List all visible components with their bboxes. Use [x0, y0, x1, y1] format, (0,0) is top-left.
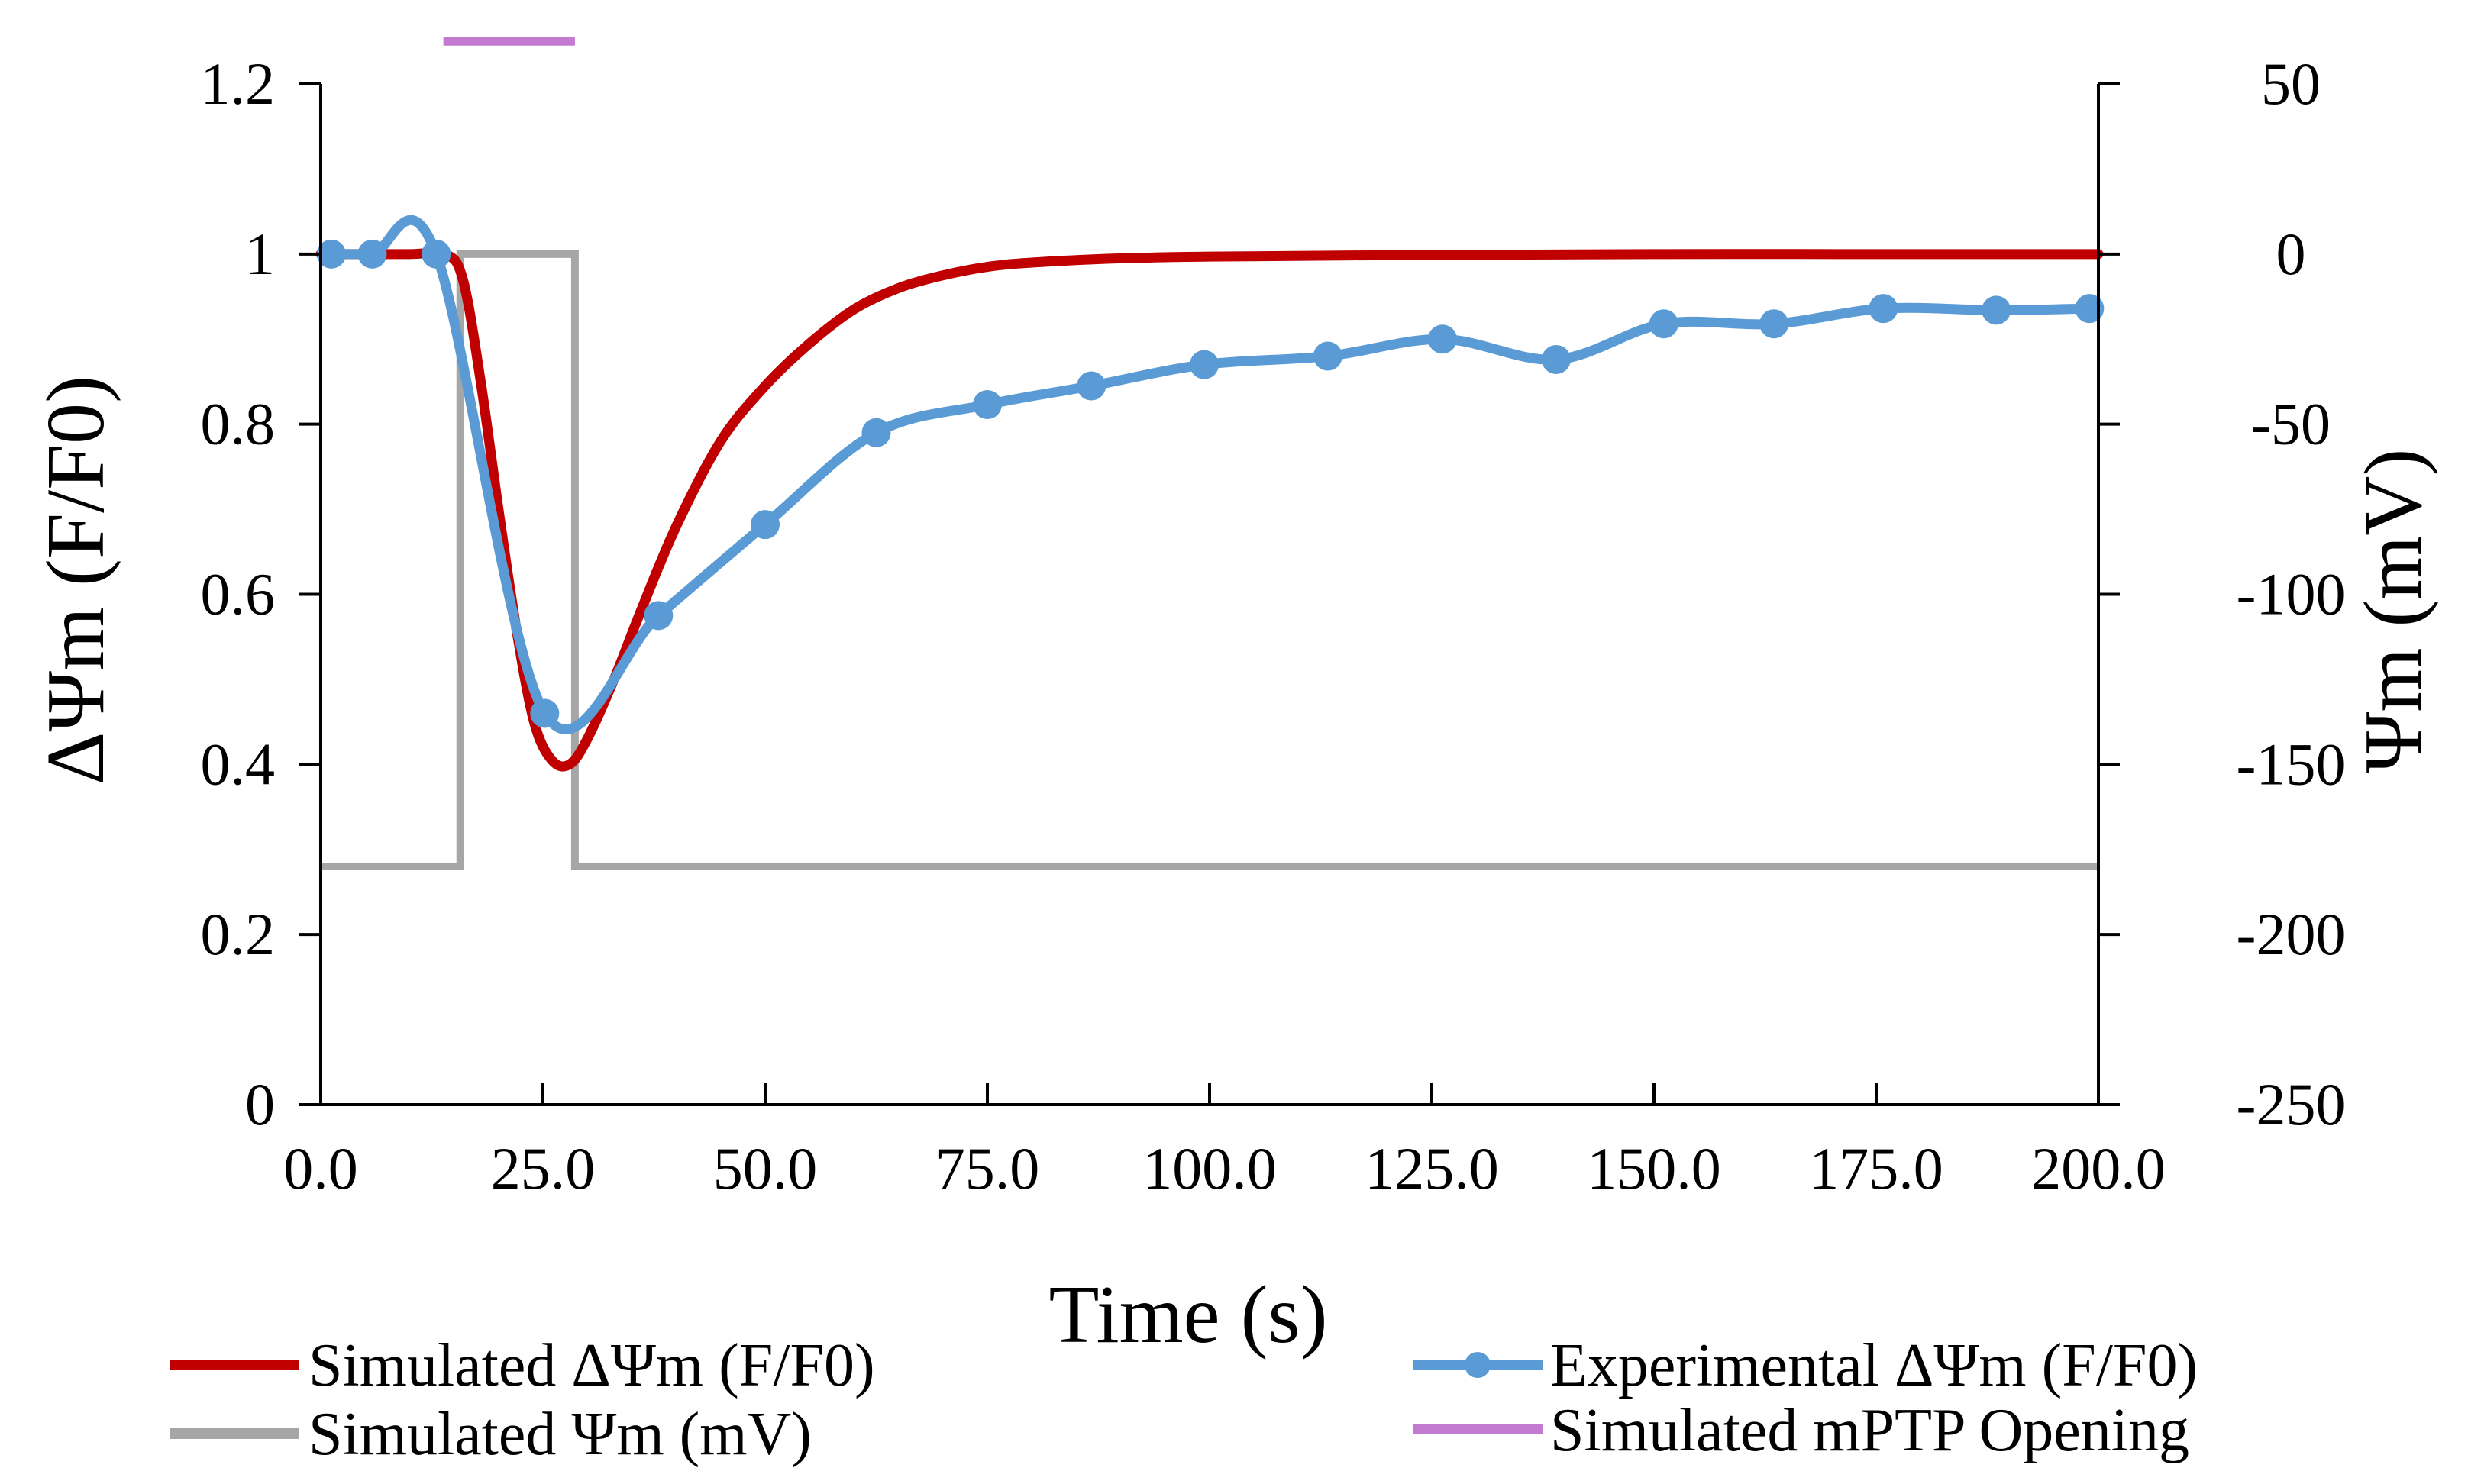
- data-point: [1077, 371, 1106, 401]
- data-point: [751, 510, 780, 540]
- y-axis-left-title: ΔΨm (F/F0): [31, 376, 121, 785]
- legend-label-experimental-dpsi: Experimental ΔΨm (F/F0): [1550, 1332, 2198, 1399]
- data-point: [1649, 309, 1678, 339]
- x-tick-label: 200.0: [2031, 1135, 2166, 1202]
- y-left-tick-label: 0.8: [201, 391, 276, 457]
- x-tick-label: 0.0: [283, 1135, 358, 1202]
- x-tick-label: 25.0: [491, 1135, 596, 1202]
- plot-lines: [315, 37, 2105, 871]
- legend-label-mptp-opening: Simulated mPTP Opening: [1550, 1397, 2189, 1464]
- legend-label-simulated-psi: Simulated Ψm (mV): [308, 1401, 812, 1468]
- data-point: [1541, 344, 1571, 374]
- y-left-tick-label: 0: [245, 1071, 275, 1137]
- legend-label-simulated-dpsi: Simulated ΔΨm (F/F0): [308, 1332, 875, 1399]
- data-point: [861, 418, 891, 447]
- y-left-tick-label: 0.4: [201, 731, 276, 797]
- y-right-tick-label: 50: [2261, 50, 2321, 117]
- y-left-tick-label: 0.2: [201, 901, 276, 967]
- axes: [299, 82, 2120, 1106]
- x-tick-label: 125.0: [1365, 1135, 1499, 1202]
- data-point: [2075, 294, 2105, 324]
- series-line-simulated-m-f-f0: [315, 247, 2104, 772]
- y-left-tick-label: 0.6: [201, 561, 276, 627]
- data-point: [422, 239, 451, 269]
- legend: Simulated ΔΨm (F/F0) Experimental ΔΨm (F…: [170, 1332, 2198, 1468]
- data-point: [1982, 295, 2011, 325]
- y-left-tick-label: 1.2: [201, 50, 276, 117]
- data-point: [973, 390, 1002, 420]
- x-tick-label: 50.0: [713, 1135, 818, 1202]
- tick-labels: 0.0 25.0 50.0 75.0 100.0 125.0 150.0 175.0 200.0…: [201, 50, 2346, 1202]
- y-left-tick-label: 1: [245, 221, 275, 287]
- series-line-simulated-m-mv: [321, 250, 2098, 871]
- data-point: [1427, 324, 1457, 354]
- x-tick-label: 100.0: [1142, 1135, 1277, 1202]
- y-right-tick-label: -150: [2237, 731, 2346, 797]
- data-point: [316, 239, 346, 269]
- data-point: [644, 601, 674, 631]
- data-point: [1759, 309, 1789, 339]
- y-right-tick-label: -200: [2237, 901, 2346, 967]
- x-tick-label: 175.0: [1809, 1135, 1943, 1202]
- data-point: [357, 239, 387, 269]
- y-right-tick-label: -100: [2237, 561, 2346, 627]
- y-axis-right-title: Ψm (mV): [2348, 449, 2439, 773]
- data-point: [1313, 341, 1342, 371]
- x-axis-title: Time (s): [1048, 1269, 1327, 1360]
- series-line-experimental-m-f-f0: [326, 215, 2095, 734]
- y-right-tick-label: -250: [2237, 1071, 2346, 1137]
- y-right-tick-label: 0: [2276, 221, 2306, 287]
- x-tick-label: 75.0: [935, 1135, 1040, 1202]
- data-point: [1190, 350, 1219, 379]
- data-point: [530, 698, 560, 728]
- x-tick-label: 150.0: [1587, 1135, 1721, 1202]
- data-point: [1869, 294, 1898, 324]
- legend-marker-experimental-dpsi: [1465, 1352, 1491, 1378]
- y-right-tick-label: -50: [2251, 391, 2331, 457]
